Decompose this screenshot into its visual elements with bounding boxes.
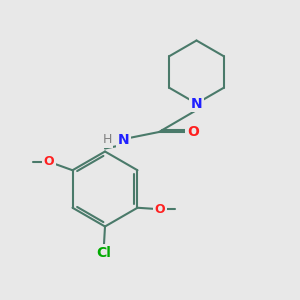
Text: O: O — [44, 155, 54, 168]
Text: O: O — [155, 203, 165, 216]
Text: N: N — [118, 133, 130, 146]
Text: O: O — [187, 125, 199, 139]
Text: Cl: Cl — [96, 246, 111, 260]
Text: H: H — [102, 133, 112, 146]
Text: N: N — [191, 97, 202, 110]
